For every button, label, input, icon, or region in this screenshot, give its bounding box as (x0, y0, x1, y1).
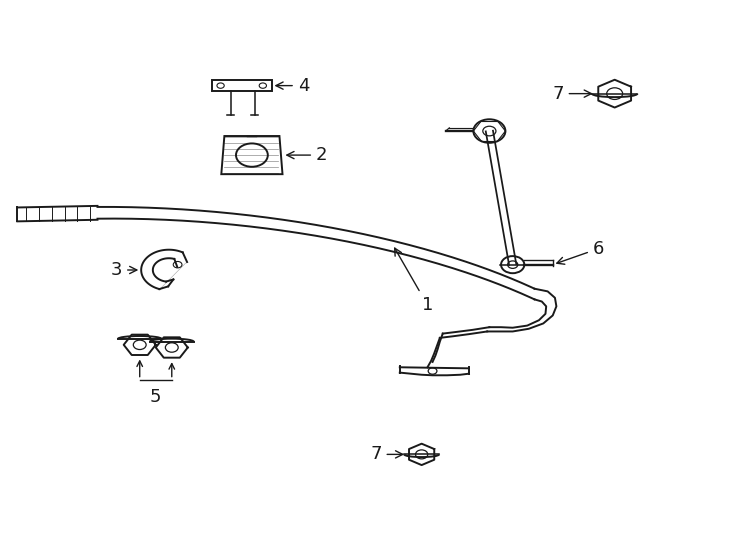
Text: 4: 4 (276, 77, 309, 94)
Text: 6: 6 (557, 240, 604, 264)
Text: 2: 2 (287, 146, 327, 164)
Text: 1: 1 (395, 248, 433, 314)
Text: 7: 7 (552, 85, 592, 103)
Text: 7: 7 (370, 446, 403, 463)
Text: 3: 3 (111, 261, 137, 279)
Text: 5: 5 (150, 388, 161, 406)
